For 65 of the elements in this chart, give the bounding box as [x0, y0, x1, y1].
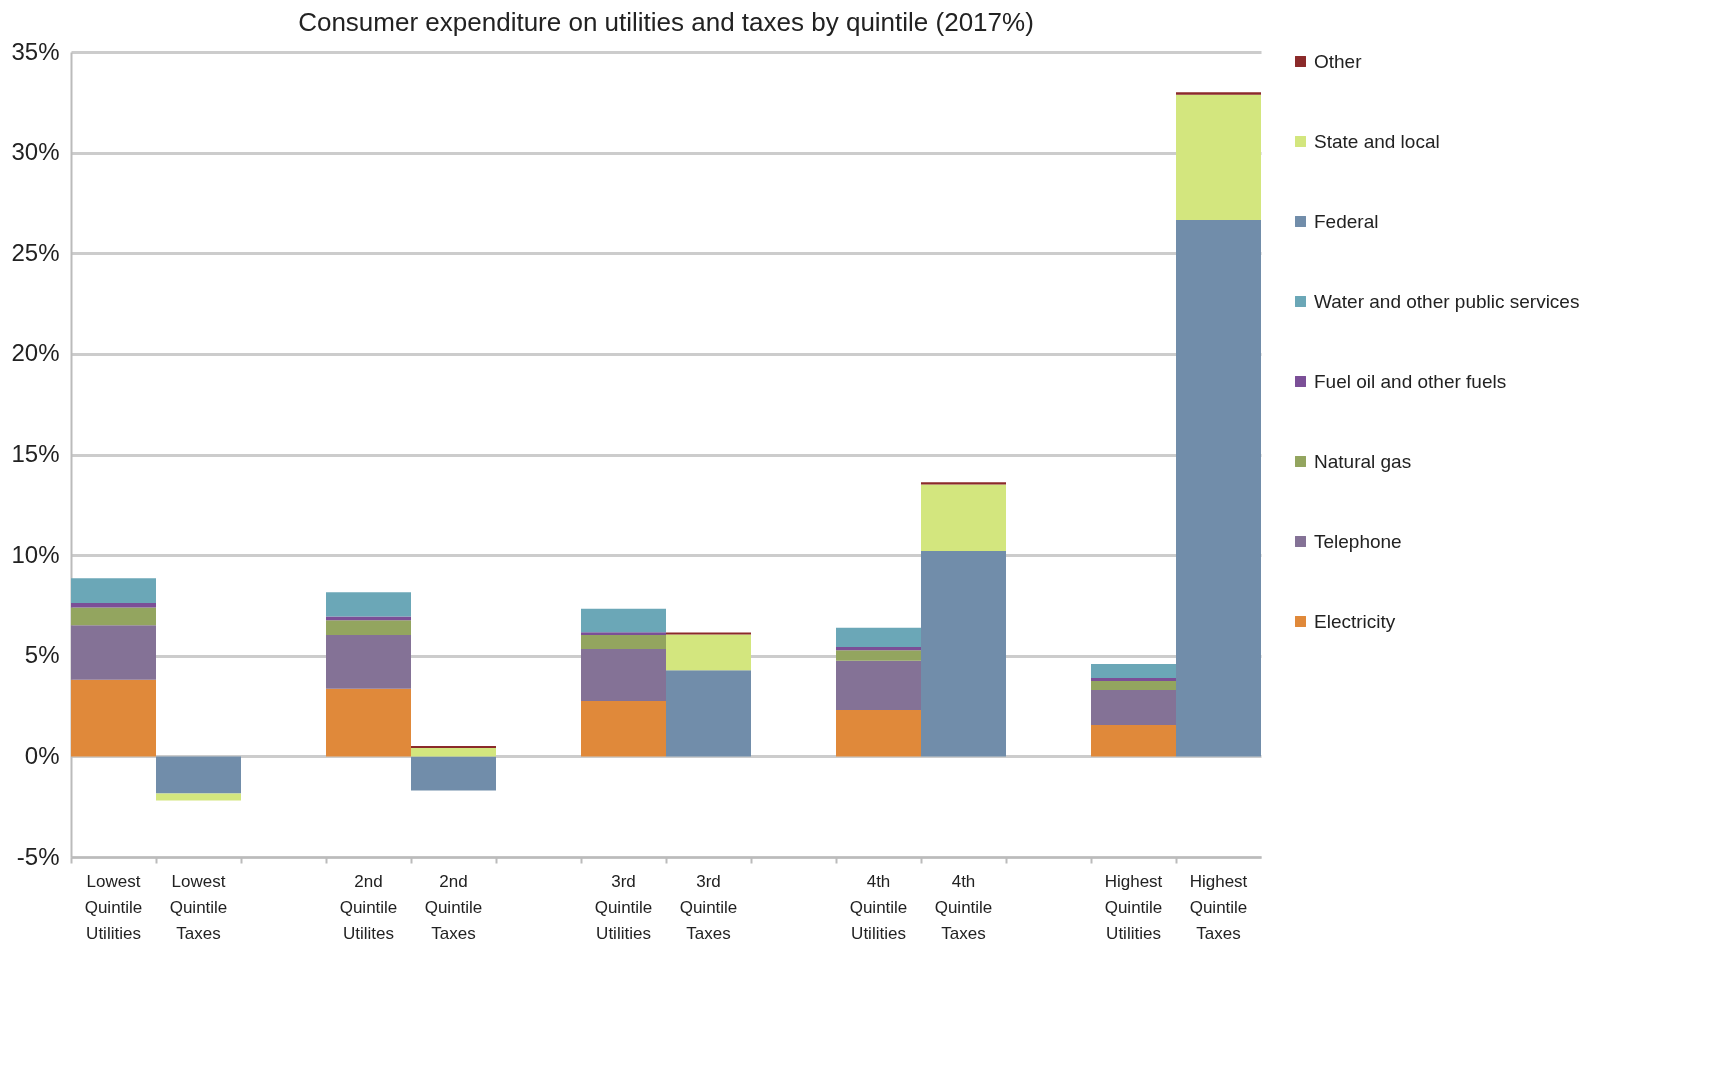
bar — [326, 620, 411, 636]
bar — [921, 482, 1006, 485]
bar — [411, 745, 496, 749]
legend-label: Natural gas — [1314, 450, 1412, 472]
bar — [326, 688, 411, 757]
bar — [326, 592, 411, 617]
y-tick-label: 10% — [11, 540, 60, 568]
y-tick-label: 25% — [11, 238, 60, 266]
bar — [666, 634, 751, 671]
legend-label: Other — [1314, 50, 1363, 72]
bar — [71, 679, 156, 757]
bar — [411, 748, 496, 757]
legend-label: Water and other public services — [1314, 290, 1580, 312]
bar — [1176, 220, 1261, 757]
bar — [666, 632, 751, 635]
bar — [1091, 680, 1176, 690]
y-tick-label: 20% — [11, 339, 60, 367]
bar — [71, 607, 156, 626]
y-tick-label: 15% — [11, 440, 60, 467]
bar — [581, 701, 666, 757]
chart-title: Consumer expenditure on utilities and taxes by quintile (2017%) — [298, 7, 1034, 37]
bar — [836, 710, 921, 757]
bar — [921, 550, 1006, 757]
bar — [836, 627, 921, 647]
x-tick-label: Lowest Quintile Taxes — [169, 871, 228, 943]
y-tick-label: 30% — [11, 138, 60, 166]
bar — [1176, 92, 1261, 95]
bar — [1176, 94, 1261, 221]
bar — [1091, 724, 1176, 757]
bar — [156, 756, 241, 794]
legend-label: State and local — [1314, 130, 1440, 152]
legend-label: Electricity — [1314, 610, 1396, 632]
bar — [581, 608, 666, 633]
bar — [1091, 678, 1176, 681]
y-tick-label: 5% — [24, 641, 60, 669]
x-tick-label: Highest Quintile Utilities — [1104, 871, 1163, 943]
y-tick-label: 0% — [24, 741, 60, 769]
x-tick-label: 2nd Quintile Taxes — [424, 871, 483, 943]
x-tick-label: 4th Quintile Taxes — [934, 871, 993, 943]
x-tick-label: 3rd Quintile Taxes — [679, 871, 738, 943]
bar — [581, 635, 666, 649]
bar — [581, 648, 666, 702]
bar — [666, 670, 751, 757]
bar — [1091, 664, 1176, 679]
legend-label: Telephone — [1314, 530, 1402, 552]
legend-label: Federal — [1314, 210, 1379, 232]
bar — [156, 793, 241, 801]
x-tick-label: Lowest Quintile Utilities — [84, 871, 143, 943]
x-tick-label: 2nd Quintile Utilites — [339, 871, 398, 943]
bar — [71, 625, 156, 680]
legend-label: Fuel oil and other fuels — [1314, 370, 1507, 392]
bar — [71, 578, 156, 604]
y-tick-label: 35% — [11, 37, 60, 65]
bar — [921, 484, 1006, 551]
bar — [836, 650, 921, 661]
x-tick-label: Highest Quintile Taxes — [1189, 871, 1248, 943]
x-tick-label: 4th Quintile Utilities — [849, 871, 908, 943]
bar — [1091, 689, 1176, 725]
bar — [411, 756, 496, 791]
bar — [71, 603, 156, 608]
y-tick-label: -5% — [16, 842, 60, 870]
bar — [326, 635, 411, 689]
bar — [581, 632, 666, 636]
bar — [836, 660, 921, 711]
x-tick-label: 3rd Quintile Utilities — [594, 871, 653, 943]
